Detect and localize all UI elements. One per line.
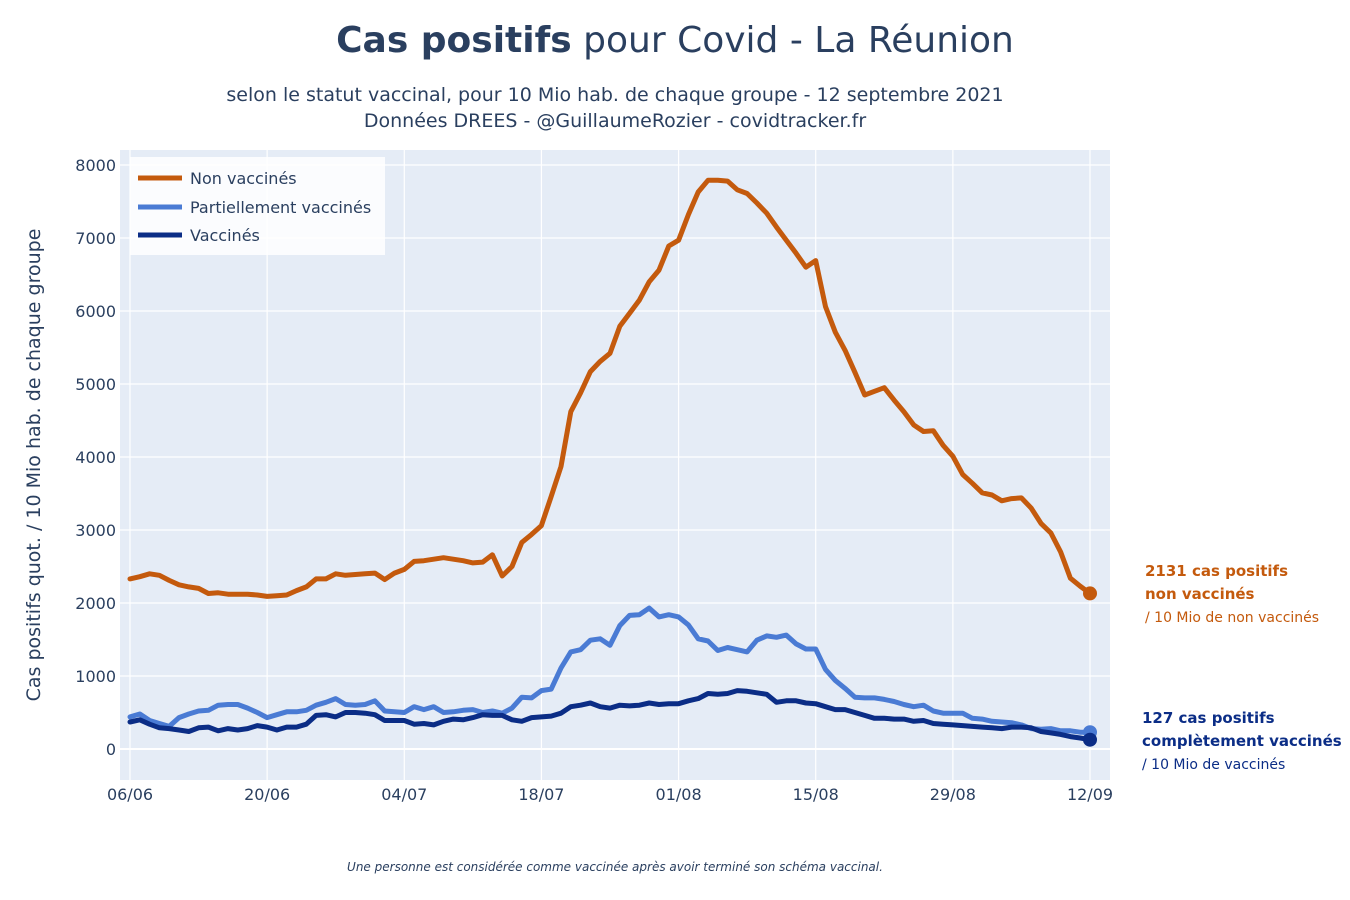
y-tick-label: 7000 xyxy=(75,229,116,248)
y-tick-label: 2000 xyxy=(75,594,116,613)
axis-ticks: 0 1000 2000 3000 4000 5000 6000 7000 8000 06/06 20… xyxy=(75,156,1113,804)
x-tick-label: 12/09 xyxy=(1067,785,1113,804)
series-line-1 xyxy=(127,605,1093,735)
y-axis-label: Cas positifs quot. / 10 Mio hab. de chaq… xyxy=(23,229,45,702)
series-lines xyxy=(127,177,1097,747)
legend-label-partiellement: Partiellement vaccinés xyxy=(190,198,371,217)
annotation-non-vax-1: 2131 cas positifs xyxy=(1145,562,1288,580)
annotation-vax-1: 127 cas positifs xyxy=(1142,709,1275,727)
x-tick-label: 20/06 xyxy=(244,785,290,804)
x-tick-label: 04/07 xyxy=(381,785,427,804)
series-line-0 xyxy=(127,177,1093,599)
y-tick-label: 4000 xyxy=(75,448,116,467)
footnote: Une personne est considérée comme vaccin… xyxy=(347,860,883,874)
chart-title: Cas positifs pour Covid - La Réunion xyxy=(336,20,1014,61)
y-tick-label: 0 xyxy=(106,740,116,759)
legend-label-vaccines: Vaccinés xyxy=(190,226,260,245)
y-tick-label: 6000 xyxy=(75,302,116,321)
series-line-2 xyxy=(127,688,1093,743)
y-tick-label: 3000 xyxy=(75,521,116,540)
chart-title-rest: pour Covid - La Réunion xyxy=(572,20,1014,61)
legend-label-non-vaccines: Non vaccinés xyxy=(190,169,297,188)
x-tick-label: 06/06 xyxy=(107,785,153,804)
annotation-vax-3: / 10 Mio de vaccinés xyxy=(1142,757,1285,773)
x-tick-label: 01/08 xyxy=(656,785,702,804)
y-tick-label: 1000 xyxy=(75,667,116,686)
annotation-vax-2: complètement vaccinés xyxy=(1142,732,1342,750)
chart-subtitle-2: Données DREES - @GuillaumeRozier - covid… xyxy=(364,110,866,132)
chart-title-bold: Cas positifs xyxy=(336,20,572,61)
legend: Non vaccinés Partiellement vaccinés Vacc… xyxy=(130,157,385,255)
annotation-non-vax-3: / 10 Mio de non vaccinés xyxy=(1145,610,1319,626)
series-end-marker-0 xyxy=(1083,586,1097,601)
y-tick-label: 5000 xyxy=(75,375,116,394)
x-tick-label: 18/07 xyxy=(518,785,564,804)
x-tick-label: 15/08 xyxy=(793,785,839,804)
x-tick-label: 29/08 xyxy=(930,785,976,804)
annotation-non-vax-2: non vaccinés xyxy=(1145,585,1255,603)
y-tick-label: 8000 xyxy=(75,156,116,175)
chart-subtitle-1: selon le statut vaccinal, pour 10 Mio ha… xyxy=(226,84,1003,106)
series-end-marker-2 xyxy=(1083,732,1097,747)
